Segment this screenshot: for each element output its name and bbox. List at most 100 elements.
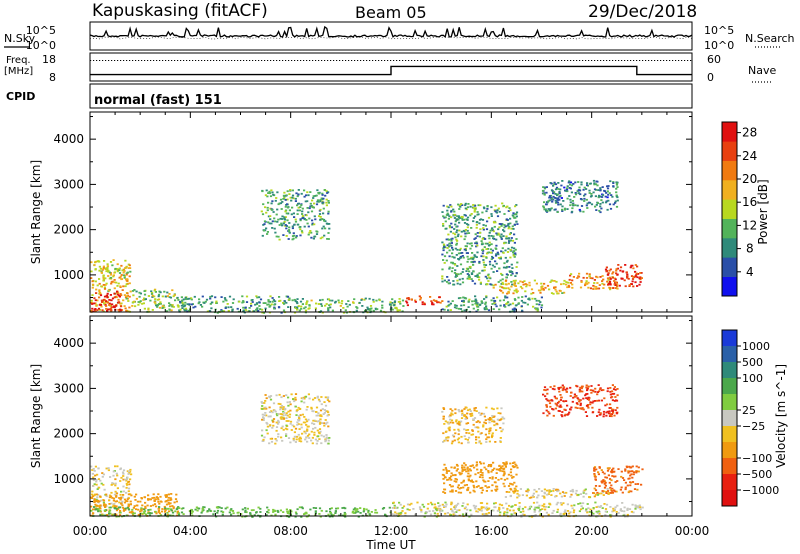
power-cell — [281, 218, 284, 220]
power-cell — [455, 238, 458, 241]
velocity-cell — [304, 395, 308, 398]
velocity-cell — [564, 388, 567, 391]
power-cell — [548, 195, 552, 197]
velocity-cell — [578, 390, 581, 393]
velocity-cell — [503, 417, 506, 420]
velocity-cell — [300, 423, 303, 426]
velocity-cell — [443, 423, 446, 425]
power-cell — [470, 278, 473, 280]
velocity-cell — [510, 474, 513, 477]
power-cell — [259, 298, 263, 301]
power-cell — [465, 223, 469, 225]
power-cell — [283, 218, 287, 221]
power-cell — [99, 304, 103, 306]
power-cell — [507, 287, 510, 290]
velocity-colorbar-swatch — [722, 394, 737, 411]
velocity-cell — [118, 514, 122, 516]
power-cell — [589, 195, 593, 198]
power-cell — [303, 195, 306, 198]
velocity-cell — [549, 490, 552, 493]
velocity-cell — [131, 508, 134, 511]
power-cell — [565, 283, 568, 286]
velocity-cell — [461, 470, 464, 472]
velocity-cell — [326, 397, 329, 400]
power-cell — [473, 260, 476, 263]
power-cell — [115, 281, 118, 284]
velocity-cell — [341, 507, 344, 509]
velocity-cell — [292, 437, 295, 440]
power-cell — [124, 259, 127, 262]
velocity-cell — [492, 419, 495, 422]
velocity-cell — [477, 508, 480, 510]
velocity-cell — [121, 500, 124, 503]
velocity-cell — [566, 510, 570, 512]
velocity-cell — [595, 506, 598, 508]
velocity-cell — [583, 489, 586, 492]
power-cell — [624, 264, 627, 266]
power-cell — [301, 213, 304, 215]
velocity-cell — [450, 472, 453, 475]
power-cell — [112, 275, 115, 278]
power-colorbar-tick: 28 — [742, 126, 757, 140]
power-cell — [592, 191, 595, 194]
power-cell — [631, 264, 634, 267]
power-cell — [322, 218, 326, 221]
power-cell — [554, 199, 557, 202]
power-cell — [464, 207, 467, 210]
power-cell — [266, 231, 269, 233]
power-cell — [505, 283, 508, 286]
velocity-cell — [294, 427, 298, 430]
power-cell — [609, 268, 612, 271]
power-cell — [615, 194, 618, 197]
velocity-cell — [637, 466, 640, 469]
velocity-cell — [477, 420, 480, 422]
velocity-cell — [478, 440, 481, 443]
power-cell — [615, 287, 618, 289]
velocity-cell — [556, 508, 559, 511]
power-cell — [498, 226, 501, 229]
power-cell — [513, 247, 516, 250]
power-colorbar-swatch — [722, 238, 737, 258]
velocity-cell — [502, 474, 505, 477]
power-cell — [585, 277, 589, 279]
velocity-cell — [293, 400, 296, 403]
velocity-cell — [461, 412, 464, 415]
power-cell — [482, 206, 486, 209]
power-cell — [459, 205, 462, 208]
velocity-cell — [620, 486, 623, 489]
power-cell — [342, 311, 346, 314]
velocity-cell — [442, 478, 445, 480]
velocity-cell — [594, 476, 597, 478]
velocity-cell — [626, 513, 629, 516]
power-cell — [123, 276, 126, 279]
velocity-cell — [472, 423, 475, 426]
power-cell — [472, 217, 475, 219]
power-cell — [486, 205, 489, 208]
power-cell — [250, 305, 253, 307]
velocity-cell — [555, 397, 558, 400]
velocity-cell — [479, 474, 482, 476]
velocity-cell — [630, 473, 633, 476]
velocity-cell — [287, 420, 290, 422]
power-cell — [101, 301, 104, 303]
velocity-cell — [502, 507, 505, 509]
velocity-cell — [487, 512, 490, 514]
power-cell — [281, 224, 284, 227]
power-cell — [321, 236, 324, 239]
power-cell — [588, 275, 591, 278]
velocity-cell — [479, 471, 482, 473]
power-cell — [508, 207, 511, 209]
power-cell — [585, 198, 588, 201]
power-cell — [545, 209, 548, 212]
power-cell — [394, 307, 397, 309]
velocity-cell — [147, 512, 150, 515]
power-cell — [297, 193, 300, 196]
velocity-cell — [552, 408, 555, 411]
velocity-cell — [174, 510, 177, 513]
power-cell — [138, 295, 141, 298]
power-cell — [282, 222, 285, 225]
velocity-cell — [327, 513, 330, 516]
velocity-cell — [620, 510, 623, 512]
power-cell — [638, 277, 641, 280]
velocity-cell — [244, 507, 247, 509]
